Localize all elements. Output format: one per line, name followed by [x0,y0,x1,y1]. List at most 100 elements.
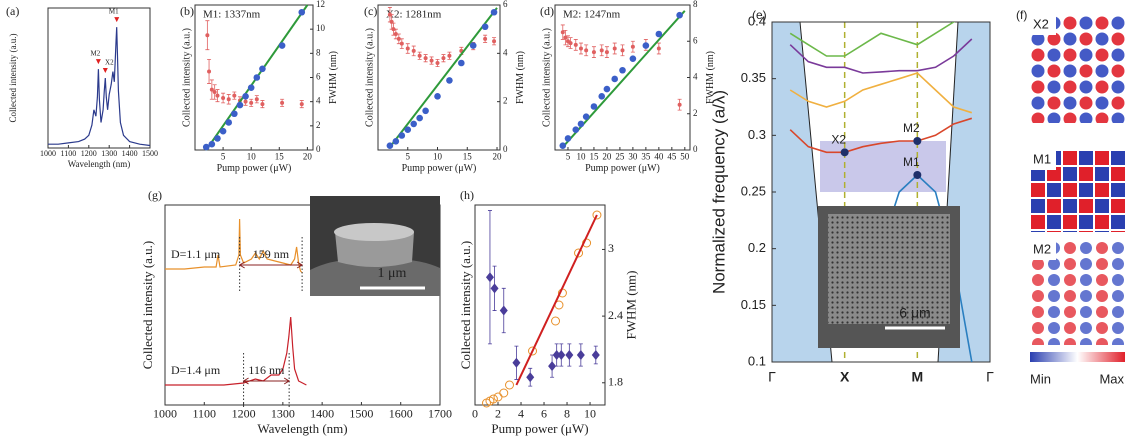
colorbar-label: Min [1030,371,1051,386]
x-tick-label: 1100 [61,149,77,158]
marker [298,8,306,16]
map-cell [1080,274,1092,286]
map-cell [1080,290,1092,302]
y-axis-label: Collected intensity (a.u.) [364,28,375,127]
map-cell [1064,258,1076,270]
marker [490,8,498,16]
x-tick-label: 10 [433,151,443,161]
map-cell [1111,48,1125,62]
marker [410,120,418,128]
map-label-box [1030,150,1056,170]
map-cell [1064,338,1076,345]
map-cell [1047,199,1061,213]
y-tick-label: 0.35 [741,70,766,85]
x-tick-label: 15 [589,151,599,161]
map-cell [1031,215,1045,229]
marker [202,143,210,151]
x-tick-label: 10 [576,151,586,161]
plot-frame [377,4,501,151]
marker [582,113,590,120]
y2-axis-label: FWHM (nm) [328,51,339,104]
y-axis-label: Collected intensity (a.u.) [458,241,473,370]
map-cell [1096,306,1108,318]
marker [499,388,509,398]
map-cell [1080,306,1092,318]
map-cell [1096,290,1108,302]
map-cell [1063,151,1077,165]
map-cell [1063,32,1077,46]
map-cell [1111,151,1125,165]
light-cone [772,22,832,362]
map-cell [1095,48,1109,62]
marker [447,53,452,58]
marker [399,41,404,46]
map-cell [1079,151,1093,165]
map-label-box [1030,240,1056,260]
mode-point [913,137,922,145]
map-cell [1047,48,1061,62]
y-tick-label: 0.2 [748,240,766,255]
map-cell [1111,96,1125,110]
marker [253,74,261,81]
peak-label: M2 [91,50,101,58]
map-cell [1048,338,1060,345]
map-cell [1064,306,1076,318]
x-tick-label: 1500 [142,149,158,158]
x-tick-label: 20 [602,151,612,161]
panel-label: (a) [6,4,19,18]
marker [242,93,249,100]
marker [483,36,488,41]
map-cell [1095,64,1109,78]
marker [576,350,585,360]
map-cell [1095,16,1109,30]
peak-marker [102,68,108,73]
span-arrow [238,261,304,269]
marker [429,58,434,63]
map-cell [1047,215,1061,229]
marker [551,316,561,326]
marker [629,55,637,62]
marker [214,135,221,142]
marker [572,126,580,133]
marker [392,138,400,145]
x-tick-label: 40 [654,151,664,161]
x-tick-label: 1600 [389,406,413,420]
y2-axis-label: FWHM (nm) [624,271,639,340]
marker [584,48,589,53]
marker [209,87,214,92]
map-cell [1047,96,1061,110]
map-cell [1095,167,1109,181]
marker [226,97,231,102]
x-tick-label: 10 [584,406,596,420]
map-cell [1079,215,1093,229]
map-cell [1047,64,1061,78]
x-tick-label: 1000 [153,406,177,420]
marker [656,46,661,51]
map-cell [1095,199,1109,213]
y2-tick-label: 2.4 [608,308,623,322]
map-cell [1064,242,1076,254]
series-line [165,218,303,274]
peak-marker [114,17,120,23]
annotation: M2: 1247nm [563,9,621,21]
map-cell [1080,322,1092,334]
y2-tick-label: 4 [503,47,508,57]
map-cell [1095,215,1109,229]
marker [564,135,572,142]
map-cell [1032,274,1044,286]
marker [398,132,406,139]
map-cell [1031,231,1045,232]
x-tick-label: Γ [986,369,994,385]
map-cell [1111,215,1125,229]
map-cell [1080,242,1092,254]
colorbar [1030,352,1125,362]
marker [548,361,557,372]
peak-marker [95,59,101,65]
plot-frame [47,7,151,149]
marker [243,99,248,104]
x-tick-label: 0 [472,406,478,420]
map-cell [1079,183,1093,197]
y2-tick-label: 6 [316,72,321,82]
map-cell [1048,290,1060,302]
